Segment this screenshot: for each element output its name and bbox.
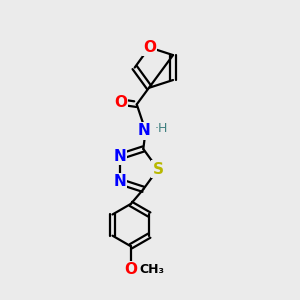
Text: N: N	[113, 149, 126, 164]
Text: O: O	[124, 262, 137, 277]
Text: CH₃: CH₃	[140, 263, 165, 276]
Text: O: O	[114, 94, 127, 110]
Text: ·H: ·H	[154, 122, 168, 135]
Text: N: N	[138, 123, 151, 138]
Text: O: O	[143, 40, 156, 55]
Text: S: S	[152, 162, 164, 177]
Text: N: N	[113, 174, 126, 189]
